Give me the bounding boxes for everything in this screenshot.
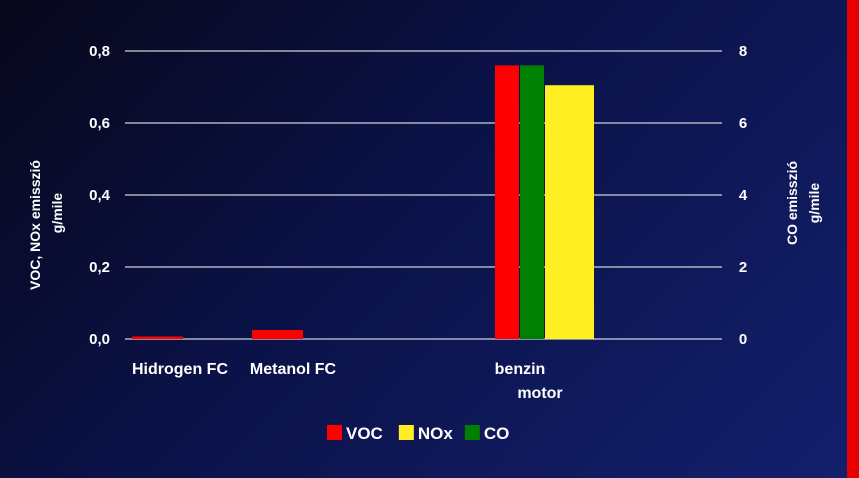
right-axis-title: CO emisszió g/mile bbox=[784, 161, 822, 245]
left-tick-label: 0,8 bbox=[89, 43, 110, 60]
bar-voc-3 bbox=[495, 65, 519, 340]
right-axis-title-line: CO emisszió bbox=[784, 161, 800, 245]
left-tick-label: 0,0 bbox=[89, 331, 110, 348]
right-tick-label: 2 bbox=[739, 259, 747, 276]
left-tick-label: 0,6 bbox=[89, 115, 110, 132]
legend-swatch-co bbox=[464, 425, 480, 440]
category-labels: Hidrogen FC Metanol FC benzin motor bbox=[132, 361, 563, 402]
right-tick-label: 0 bbox=[739, 331, 747, 348]
legend-swatch-voc bbox=[327, 425, 342, 440]
left-axis-title-line: g/mile bbox=[49, 193, 65, 234]
bar-voc-1 bbox=[132, 336, 183, 339]
category-label: motor bbox=[517, 385, 562, 402]
right-tick-label: 4 bbox=[739, 187, 748, 204]
bars bbox=[132, 65, 594, 340]
left-axis-title-line: VOC, NOx emisszió bbox=[27, 160, 43, 290]
category-label: Hidrogen FC bbox=[132, 361, 228, 378]
left-axis-ticks: 0,0 0,2 0,4 0,6 0,8 bbox=[89, 43, 111, 348]
right-axis-ticks: 0 2 4 6 8 bbox=[739, 43, 748, 348]
right-axis-title-line: g/mile bbox=[806, 183, 822, 224]
right-tick-label: 6 bbox=[739, 115, 747, 132]
grid-lines bbox=[125, 50, 722, 340]
right-tick-label: 8 bbox=[739, 43, 747, 60]
legend-label-nox: NOx bbox=[418, 424, 454, 443]
red-edge-strip bbox=[847, 0, 859, 478]
left-axis-title: VOC, NOx emisszió g/mile bbox=[27, 160, 65, 290]
left-tick-label: 0,2 bbox=[89, 259, 110, 276]
legend: VOC NOx CO bbox=[327, 424, 509, 443]
bar-co-3 bbox=[520, 65, 544, 340]
left-tick-label: 0,4 bbox=[89, 187, 111, 204]
category-label: benzin bbox=[495, 361, 546, 378]
bar-voc-2 bbox=[252, 330, 303, 339]
legend-swatch-nox bbox=[398, 425, 414, 440]
category-label: Metanol FC bbox=[250, 361, 337, 378]
bar-nox-3 bbox=[545, 85, 594, 339]
legend-label-co: CO bbox=[484, 424, 510, 443]
legend-label-voc: VOC bbox=[346, 424, 383, 443]
